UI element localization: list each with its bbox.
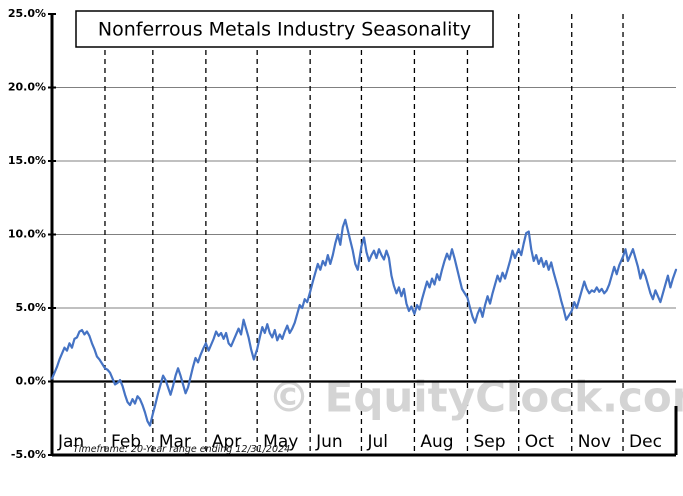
x-tick-label-dec: Dec (629, 432, 662, 452)
chart-footnote: Timeframe: 20-Year range ending 12/31/20… (73, 444, 290, 455)
x-tick-label-feb: Feb (111, 432, 141, 452)
y-tick-label: 10.0% (8, 228, 46, 241)
seasonal-average-line (50, 218, 678, 427)
seasonality-line-series (50, 218, 678, 427)
watermark: © EquityClock.com (268, 373, 683, 422)
x-tick-label-may: May (263, 432, 298, 452)
x-tick-label-jun: Jun (315, 432, 343, 452)
x-tick-label-aug: Aug (420, 432, 453, 452)
y-tick-label: 20.0% (8, 81, 46, 94)
y-tick-label: -5.0% (11, 448, 46, 461)
x-tick-label-oct: Oct (525, 432, 555, 452)
x-axis-month-labels: Jan Feb Mar Apr May Jun Jul Aug Sep Oct Nov Dec (57, 432, 662, 452)
chart-title-box (75, 10, 494, 48)
y-tick-label: 25.0% (8, 7, 46, 20)
month-divider-lines (104, 14, 624, 455)
x-tick-label-sep: Sep (473, 432, 505, 452)
y-tick-label: 0.0% (15, 375, 46, 388)
plot-frame (52, 406, 678, 457)
y-axis-tick-labels: 25.0% 20.0% 15.0% 10.0% 5.0% 0.0% -5.0% (8, 7, 56, 461)
footnote-label: Timeframe: 20-Year range ending 12/31/20… (73, 444, 290, 455)
chart-title: Nonferrous Metals Industry Seasonality (75, 10, 494, 48)
watermark-label: © EquityClock.com (268, 373, 683, 422)
x-tick-label-jan: Jan (57, 432, 84, 452)
y-tick-label: 15.0% (8, 154, 46, 167)
x-tick-label-apr: Apr (212, 432, 241, 452)
x-tick-label-mar: Mar (159, 432, 191, 452)
x-tick-label-nov: Nov (578, 432, 611, 452)
x-tick-label-jul: Jul (366, 432, 388, 452)
y-tick-label: 5.0% (15, 301, 46, 314)
chart-title-label: Nonferrous Metals Industry Seasonality (98, 19, 471, 41)
